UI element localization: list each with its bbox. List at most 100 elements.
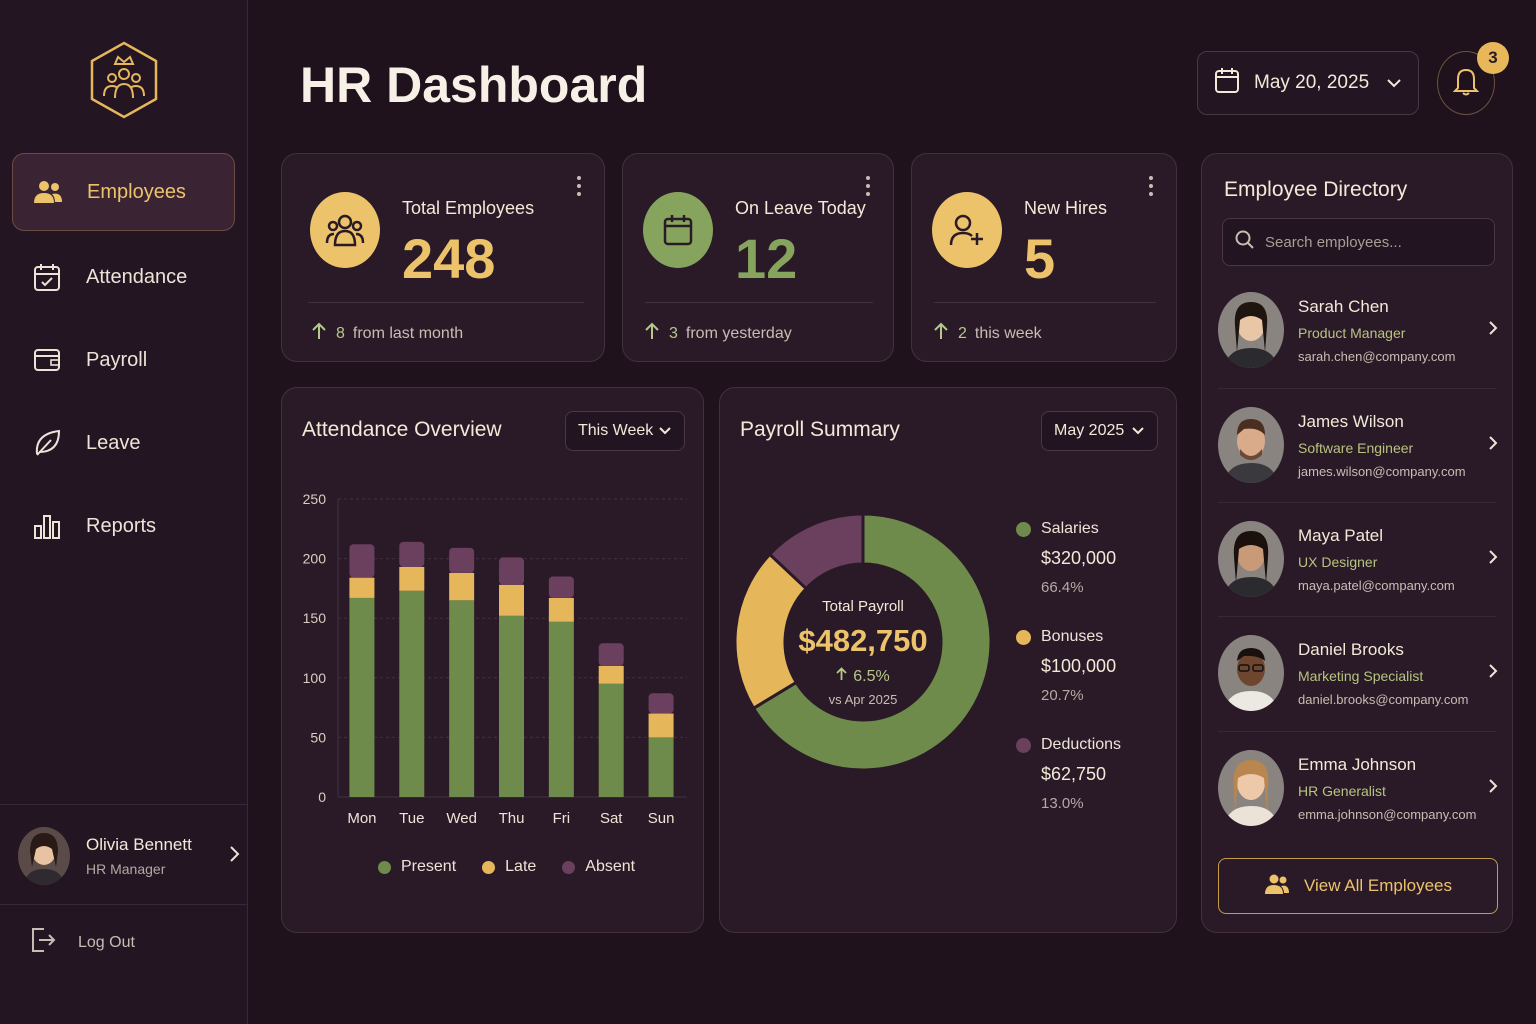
user-profile[interactable]: Olivia Bennett HR Manager bbox=[18, 826, 240, 886]
avatar bbox=[1218, 521, 1284, 597]
sidebar-item-employees[interactable]: Employees bbox=[12, 153, 235, 231]
legend-label: Present bbox=[401, 858, 457, 875]
payroll-change: 6.5% bbox=[763, 667, 963, 686]
stat-card-new-hires: New Hires 5 2 this week bbox=[911, 153, 1177, 362]
employee-name: Daniel Brooks bbox=[1298, 639, 1404, 659]
stat-label: Total Employees bbox=[402, 198, 535, 218]
dropdown-value: May 2025 bbox=[1054, 422, 1125, 439]
bar-segment-present bbox=[399, 590, 425, 797]
employee-name: Emma Johnson bbox=[1298, 754, 1417, 774]
donut-slice-salaries bbox=[751, 512, 993, 772]
bar-segment-present bbox=[548, 621, 574, 797]
people-icon bbox=[33, 177, 63, 207]
chevron-right-icon bbox=[1488, 320, 1498, 341]
chevron-right-icon bbox=[1488, 663, 1498, 684]
payroll-percent: 20.7% bbox=[1041, 687, 1084, 704]
sidebar-item-label: Attendance bbox=[86, 265, 188, 288]
calendar-check-icon bbox=[32, 262, 62, 292]
card-title: Payroll Summary bbox=[740, 418, 900, 441]
arrow-up-icon bbox=[645, 322, 659, 345]
bar-segment-absent bbox=[399, 541, 425, 567]
logout-label: Log Out bbox=[78, 933, 135, 951]
bar-segment-absent bbox=[548, 576, 574, 598]
user-plus-icon bbox=[932, 192, 1002, 268]
x-tick-label: Wed bbox=[446, 810, 477, 827]
payroll-period-select[interactable]: May 2025 bbox=[1041, 411, 1158, 451]
divider bbox=[1218, 616, 1496, 617]
logout-icon bbox=[30, 926, 56, 959]
y-tick-label: 0 bbox=[318, 789, 326, 805]
stat-value: 248 bbox=[402, 227, 496, 290]
logout-button[interactable]: Log Out bbox=[30, 926, 135, 959]
stat-delta-text: from yesterday bbox=[685, 324, 792, 342]
employee-row[interactable]: Maya Patel UX Designer maya.patel@compan… bbox=[1218, 503, 1498, 615]
more-options-icon[interactable] bbox=[1148, 174, 1154, 198]
avatar bbox=[18, 827, 70, 885]
bar-segment-absent bbox=[598, 643, 624, 666]
stat-card-total-employees: Total Employees 248 8 from last month bbox=[281, 153, 605, 362]
legend-label: Absent bbox=[585, 858, 636, 875]
x-tick-label: Sun bbox=[648, 810, 675, 827]
sidebar: Employees Attendance Payroll Leave Repor… bbox=[0, 0, 248, 1024]
card-title: Employee Directory bbox=[1224, 178, 1408, 201]
date-picker[interactable]: May 20, 2025 bbox=[1197, 51, 1419, 115]
employee-role: Marketing Specialist bbox=[1298, 667, 1424, 684]
divider bbox=[934, 302, 1156, 303]
employee-row[interactable]: Emma Johnson HR Generalist emma.johnson@… bbox=[1218, 732, 1498, 844]
payroll-amount: $100,000 bbox=[1041, 656, 1117, 676]
chevron-right-icon[interactable] bbox=[228, 845, 240, 868]
chevron-down-icon bbox=[1386, 72, 1402, 94]
employee-row[interactable]: James Wilson Software Engineer james.wil… bbox=[1218, 389, 1498, 501]
bar-segment-late bbox=[548, 597, 574, 622]
sidebar-item-reports[interactable]: Reports bbox=[12, 487, 235, 565]
chevron-down-icon bbox=[1131, 422, 1145, 440]
notifications-button[interactable] bbox=[1437, 51, 1495, 115]
view-all-employees-button[interactable]: View All Employees bbox=[1218, 858, 1498, 914]
payroll-percent: 66.4% bbox=[1041, 579, 1084, 596]
employee-role: Software Engineer bbox=[1298, 439, 1414, 456]
stat-footer: 3 from yesterday bbox=[645, 322, 792, 345]
employee-role: Product Manager bbox=[1298, 324, 1406, 341]
stat-card-on-leave: On Leave Today 12 3 from yesterday bbox=[622, 153, 894, 362]
avatar bbox=[1218, 292, 1284, 368]
more-options-icon[interactable] bbox=[576, 174, 582, 198]
employee-email: james.wilson@company.com bbox=[1298, 463, 1466, 479]
bar-chart-icon bbox=[32, 511, 62, 541]
search-box bbox=[1222, 218, 1495, 266]
legend-dot bbox=[378, 860, 391, 874]
team-crown-icon[interactable] bbox=[88, 40, 160, 120]
calendar-icon bbox=[643, 192, 713, 268]
employee-name: Sarah Chen bbox=[1298, 296, 1389, 316]
bar-segment-absent bbox=[349, 544, 375, 578]
employee-directory: Employee Directory Sarah Chen Product Ma… bbox=[1201, 153, 1513, 933]
chart-legend: Present Late Absent bbox=[378, 858, 635, 876]
wallet-icon bbox=[32, 345, 62, 375]
employee-email: daniel.brooks@company.com bbox=[1298, 691, 1469, 707]
more-options-icon[interactable] bbox=[865, 174, 871, 198]
bar-segment-late bbox=[449, 572, 475, 601]
sidebar-item-attendance[interactable]: Attendance bbox=[12, 238, 235, 316]
bar-segment-absent bbox=[449, 547, 475, 573]
sidebar-divider bbox=[0, 804, 248, 805]
avatar bbox=[1218, 635, 1284, 711]
sidebar-item-payroll[interactable]: Payroll bbox=[12, 321, 235, 399]
legend-label: Late bbox=[505, 858, 537, 875]
sidebar-item-label: Payroll bbox=[86, 348, 148, 371]
employee-name: Maya Patel bbox=[1298, 525, 1384, 545]
sidebar-divider bbox=[0, 904, 248, 905]
employee-row[interactable]: Sarah Chen Product Manager sarah.chen@co… bbox=[1218, 274, 1498, 386]
attendance-card: Attendance Overview This Week 0 50 100 150 2… bbox=[281, 387, 704, 933]
profile-role: HR Manager bbox=[86, 861, 166, 877]
search-input[interactable] bbox=[1265, 233, 1482, 251]
y-tick-label: 200 bbox=[303, 551, 327, 567]
employee-row[interactable]: Daniel Brooks Marketing Specialist danie… bbox=[1218, 617, 1498, 729]
avatar bbox=[1218, 407, 1284, 483]
stat-delta: 2 bbox=[958, 324, 967, 342]
calendar-icon bbox=[1214, 66, 1240, 100]
payroll-compare: vs Apr 2025 bbox=[828, 692, 898, 707]
y-tick-label: 150 bbox=[303, 610, 327, 626]
attendance-period-select[interactable]: This Week bbox=[565, 411, 685, 451]
notification-badge: 3 bbox=[1477, 42, 1509, 74]
sidebar-item-leave[interactable]: Leave bbox=[12, 404, 235, 482]
bar-segment-late bbox=[648, 713, 674, 738]
